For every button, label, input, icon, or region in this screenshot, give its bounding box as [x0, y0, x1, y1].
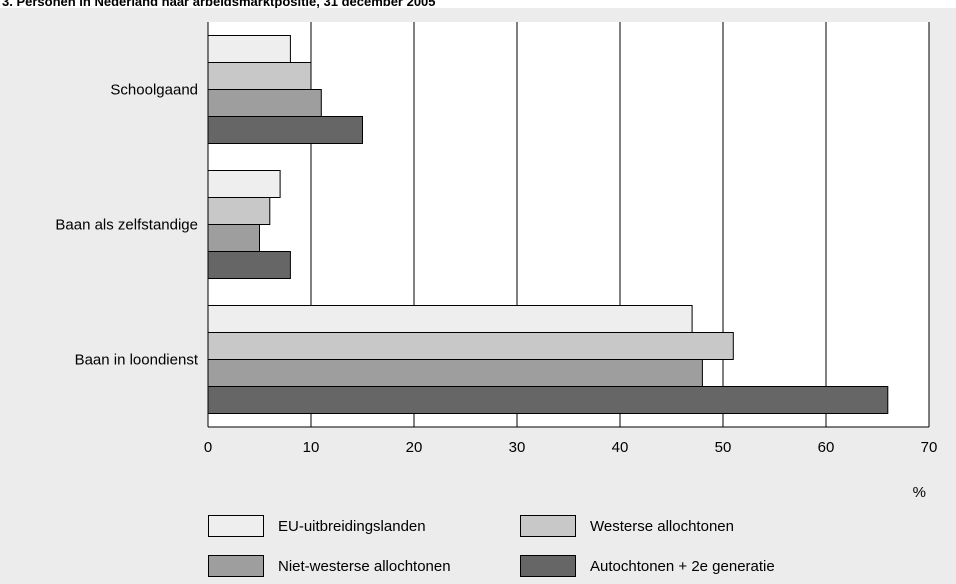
category-label-2: Baan in loondienst [75, 352, 199, 369]
bar-2-2 [207, 359, 703, 387]
bar-2-1 [207, 332, 734, 360]
bar-2-0 [207, 305, 693, 333]
bar-0-3 [207, 116, 363, 144]
chart-title: 3. Personen in Nederland naar arbeidsmar… [2, 0, 436, 9]
x-tick-label-20: 20 [406, 439, 423, 456]
x-tick-label-50: 50 [715, 439, 732, 456]
category-label-1: Baan als zelfstandige [55, 217, 198, 234]
bar-1-1 [207, 197, 271, 225]
x-tick-label-40: 40 [612, 439, 629, 456]
bar-0-2 [207, 89, 322, 117]
x-tick-label-10: 10 [303, 439, 320, 456]
bar-0-0 [207, 35, 291, 63]
x-tick-label-0: 0 [204, 439, 212, 456]
x-tick-label-70: 70 [921, 439, 938, 456]
category-label-0: Schoolgaand [110, 82, 198, 99]
bar-1-2 [207, 224, 260, 252]
bar-0-1 [207, 62, 312, 90]
bar-1-0 [207, 170, 281, 198]
x-tick-label-60: 60 [818, 439, 835, 456]
x-axis-label: % [913, 484, 926, 501]
x-tick-label-30: 30 [509, 439, 526, 456]
bar-1-3 [207, 251, 291, 279]
bar-2-3 [207, 386, 889, 414]
